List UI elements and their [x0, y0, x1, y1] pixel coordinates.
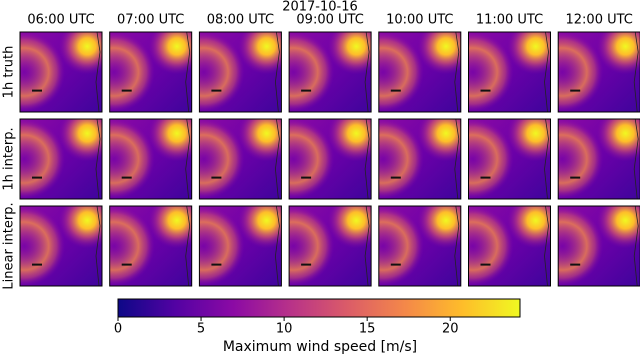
panel: [109, 118, 193, 200]
colorbar: [117, 298, 521, 318]
column-label: 06:00 UTC: [27, 13, 94, 28]
colorbar-tick-label: 5: [197, 322, 205, 337]
colorbar-tick-label: 20: [442, 322, 459, 337]
panel: [198, 205, 282, 287]
panel-grid: [19, 31, 640, 287]
column-label: 09:00 UTC: [296, 13, 363, 28]
column-label: 11:00 UTC: [476, 13, 543, 28]
panel: [19, 31, 103, 113]
panel: [557, 205, 640, 287]
figure-title: 2017-10-16: [282, 0, 358, 15]
column-label: 12:00 UTC: [566, 13, 633, 28]
panel: [288, 205, 372, 287]
panel: [288, 118, 372, 200]
panel: [557, 31, 640, 113]
row-label: 1h interp.: [2, 127, 17, 190]
row-label: 1h truth: [2, 46, 17, 99]
column-label: 10:00 UTC: [386, 13, 453, 28]
column-label: 07:00 UTC: [117, 13, 184, 28]
panel: [109, 31, 193, 113]
colorbar-tick-label: 15: [359, 322, 376, 337]
panel: [19, 118, 103, 200]
panel: [557, 118, 640, 200]
colorbar-label: Maximum wind speed [m/s]: [223, 339, 417, 355]
panel: [378, 205, 462, 287]
panel: [109, 205, 193, 287]
colorbar-tick-label: 0: [114, 322, 122, 337]
panel: [468, 118, 551, 200]
panel: [288, 31, 372, 113]
column-label: 08:00 UTC: [207, 13, 274, 28]
panel: [468, 31, 551, 113]
panel: [378, 31, 462, 113]
panel: [378, 118, 462, 200]
row-label: Linear interp.: [2, 202, 17, 289]
panel: [468, 205, 551, 287]
panel: [198, 31, 282, 113]
panel: [198, 118, 282, 200]
colorbar-tick-label: 10: [276, 322, 293, 337]
panel: [19, 205, 103, 287]
